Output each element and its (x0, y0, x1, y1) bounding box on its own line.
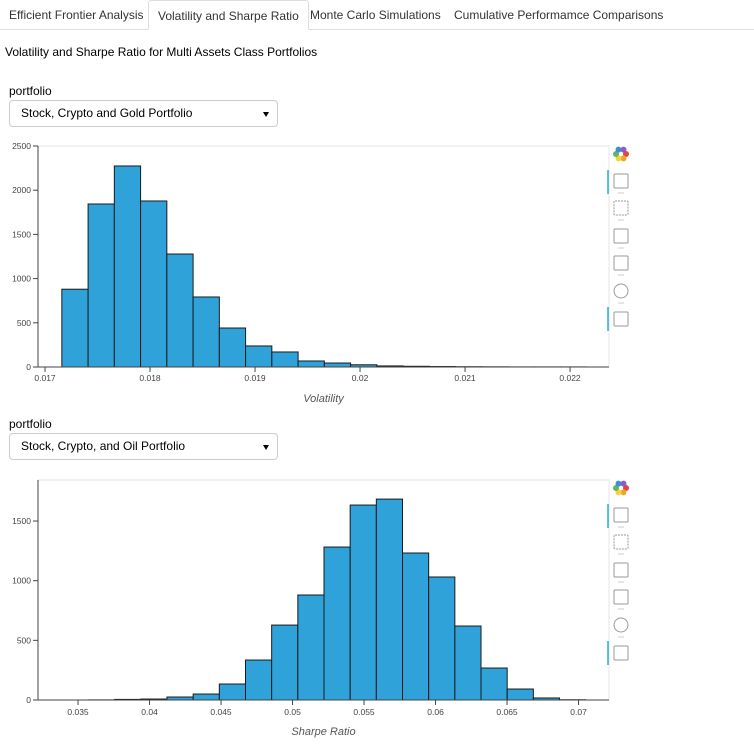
toolbar (607, 480, 629, 665)
dropdown[interactable]: Stock, Crypto and Gold Portfolio (9, 100, 278, 127)
tool-icon[interactable] (613, 507, 629, 523)
bar (323, 546, 351, 701)
y-tick-label: 2500 (12, 141, 31, 151)
logo-dot[interactable] (613, 151, 619, 157)
bar (454, 625, 482, 701)
logo-dot[interactable] (615, 146, 622, 153)
bar (271, 624, 299, 701)
x-tick-label: 0.018 (139, 373, 161, 383)
toolbar (607, 146, 629, 331)
tab[interactable]: Efficient Frontier Analysis (9, 8, 144, 22)
tab[interactable]: Monte Carlo Simulations (310, 8, 441, 22)
bar (192, 296, 220, 368)
tool-icon[interactable] (613, 228, 629, 244)
y-tick-label: 1000 (12, 274, 31, 284)
x-tick-label: 0.035 (67, 707, 89, 717)
bar (244, 659, 273, 701)
y-tick-label: 1500 (12, 229, 31, 239)
selector-label: portfolio (9, 84, 52, 98)
bar (402, 552, 430, 701)
y-tick-label: 0 (26, 362, 31, 372)
heading: Volatility and Sharpe Ratio for Multi As… (5, 45, 318, 59)
bar (506, 688, 534, 701)
bar (480, 667, 508, 701)
logo-dot[interactable] (620, 480, 627, 487)
bar (428, 576, 456, 701)
tab[interactable]: Cumulative Performamce Comparisons (454, 8, 664, 22)
tool-icon[interactable] (613, 645, 629, 661)
x-tick-label: 0.05 (284, 707, 301, 717)
x-tick-label: 0.06 (427, 707, 444, 717)
y-tick-label: 1000 (12, 576, 31, 586)
logo-dot[interactable] (623, 485, 629, 491)
tool-icon[interactable] (613, 617, 629, 633)
bar (113, 165, 142, 368)
x-tick-label: 0.07 (570, 707, 587, 717)
bar (323, 362, 352, 368)
bar (140, 200, 168, 368)
logo-dot[interactable] (620, 155, 627, 162)
bar (245, 345, 273, 368)
tool-icon[interactable] (613, 173, 629, 189)
x-tick-label: 0.055 (353, 707, 375, 717)
y-tick-label: 1500 (12, 516, 31, 526)
x-axis-label: Sharpe Ratio (291, 726, 355, 738)
y-tick-label: 0 (26, 695, 31, 705)
tool-icon[interactable] (613, 200, 629, 216)
selector-label: portfolio (9, 417, 52, 431)
bar (271, 351, 299, 368)
bar (297, 360, 325, 368)
bar (192, 693, 220, 701)
bar (87, 203, 115, 368)
bar (61, 288, 89, 368)
y-tick-label: 500 (17, 318, 31, 328)
tool-icon[interactable] (613, 255, 629, 271)
logo-dot[interactable] (615, 480, 622, 487)
bar (218, 683, 246, 701)
tool-icon[interactable] (613, 311, 629, 327)
x-tick-label: 0.019 (244, 373, 266, 383)
dropdown[interactable]: Stock, Crypto, and Oil Portfolio (9, 433, 278, 460)
bar (375, 498, 404, 701)
logo-dot[interactable] (613, 485, 619, 491)
tab[interactable]: Volatility and Sharpe Ratio (148, 0, 309, 30)
tool-icon[interactable] (613, 534, 629, 550)
logo-dot[interactable] (620, 489, 627, 496)
x-tick-label: 0.04 (141, 707, 158, 717)
x-axis-label: Volatility (303, 393, 345, 405)
x-tick-label: 0.065 (496, 707, 518, 717)
tool-icon[interactable] (613, 562, 629, 578)
logo-dot[interactable] (615, 489, 622, 496)
logo-dot[interactable] (623, 151, 629, 157)
bar (218, 327, 247, 368)
logo-dot[interactable] (615, 155, 622, 162)
tool-icon[interactable] (613, 589, 629, 605)
bar (166, 253, 194, 368)
x-tick-label: 0.045 (210, 707, 232, 717)
x-tick-label: 0.021 (454, 373, 476, 383)
tool-icon[interactable] (613, 283, 629, 299)
x-tick-label: 0.02 (352, 373, 369, 383)
x-tick-label: 0.022 (559, 373, 581, 383)
x-tick-label: 0.017 (34, 373, 56, 383)
y-tick-label: 500 (17, 635, 31, 645)
y-tick-label: 2000 (12, 185, 31, 195)
tab-bar: Efficient Frontier Analysis Volatility an… (0, 0, 754, 30)
logo-dot[interactable] (620, 146, 627, 153)
bar (349, 504, 377, 701)
bar (297, 594, 325, 701)
